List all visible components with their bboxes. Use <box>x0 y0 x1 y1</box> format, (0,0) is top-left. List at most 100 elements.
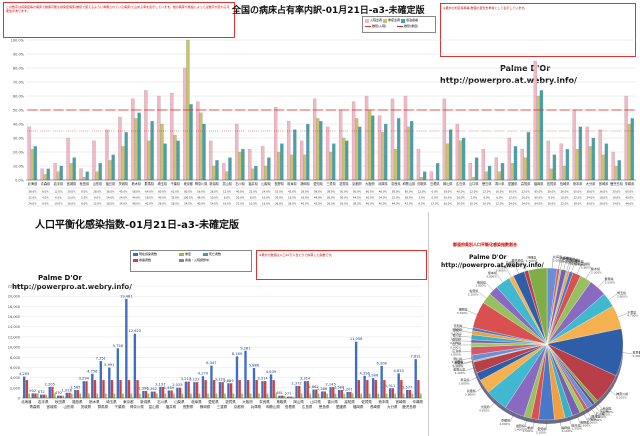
pie-slice-pct: 0.100% <box>452 363 463 367</box>
top-table-value: 10.0% <box>612 196 621 200</box>
index-bar-severe <box>130 393 133 398</box>
top-bar-0 <box>196 101 200 181</box>
index-value-label: 4,205 <box>19 372 29 376</box>
pie-leader-line <box>489 400 497 409</box>
index-ytick-label: 20,000 <box>8 295 20 299</box>
index-category-label: 福岡県 <box>353 404 364 409</box>
top-bar-1 <box>575 149 579 181</box>
top-bar-1 <box>199 112 203 181</box>
top-bar-2 <box>137 112 141 181</box>
top-bar-2 <box>474 157 479 181</box>
legend-swatch-rec-severe <box>397 26 403 27</box>
index-category-label: 奈良県 <box>259 399 270 404</box>
pie-slice-label: 大阪府 <box>481 404 490 409</box>
top-bar-1 <box>134 118 138 181</box>
index-bar-severe <box>198 393 201 398</box>
legend-label-severe: 重症患者 <box>388 18 401 22</box>
pie-slice-label: 北海道 <box>553 254 562 259</box>
index-bar-infected <box>99 361 102 398</box>
top-table-value: 60.0% <box>405 190 414 194</box>
top-url-label: http://powerpro.at.webry.info/ <box>440 76 577 85</box>
top-table-value: 26.0% <box>327 202 336 206</box>
top-table-value: 38.0% <box>327 190 336 194</box>
index-bar-infected <box>252 368 256 398</box>
index-bar-treated <box>76 390 80 398</box>
index-value-label: 11,056 <box>350 337 363 341</box>
top-bar-0 <box>390 98 395 181</box>
pie-slice-pct: 1.500% <box>572 427 583 431</box>
index-bar-infected <box>91 373 94 398</box>
index-bar-treated <box>221 382 224 398</box>
index-bar-treated <box>323 391 326 398</box>
index-bar-infected <box>142 390 145 398</box>
index-bar-severe <box>122 393 124 398</box>
index-bar-severe <box>326 393 328 398</box>
top-category-label: 長野県 <box>274 181 284 186</box>
index-bar-severe <box>292 396 294 398</box>
index-bar-severe <box>249 393 252 398</box>
top-table-value: 28.0% <box>548 190 557 194</box>
top-bar-0 <box>312 98 317 181</box>
top-bar-2 <box>215 160 219 181</box>
top-bar-1 <box>290 154 294 181</box>
top-table-value: 18.0% <box>548 202 557 206</box>
index-category-label: 愛媛県 <box>336 404 347 409</box>
top-bar-2 <box>189 104 193 181</box>
top-table-value: 30.0% <box>67 190 76 194</box>
pie-slice-pct: 2.000% <box>553 258 564 262</box>
top-bar-0 <box>598 129 602 181</box>
index-category-label: 新潟県 <box>140 399 151 404</box>
top-ytick-label: 20.0% <box>13 151 25 155</box>
pie-slice-label: 兵庫県 <box>467 388 476 393</box>
top-table-value: 18.0% <box>301 196 310 200</box>
top-bar-1 <box>108 160 112 181</box>
pie-slice-pct: 0.500% <box>560 259 571 263</box>
top-table-value: 22.0% <box>483 190 492 194</box>
index-bar-severe <box>283 395 286 398</box>
top-table-value: 54.0% <box>184 202 193 206</box>
pie-leader-line <box>496 274 503 283</box>
index-category-label: 和歌山県 <box>266 404 280 409</box>
top-bar-1 <box>406 126 411 181</box>
top-table-value: 44.0% <box>314 196 323 200</box>
index-bar-severe <box>147 393 150 398</box>
top-bar-0 <box>144 90 148 181</box>
index-bar-treated <box>85 381 88 398</box>
index-category-label: 青森県 <box>30 404 41 409</box>
index-value-label: 1,662 <box>308 385 318 389</box>
legend-label-rec-severe: 推奨(重症) <box>404 24 419 28</box>
top-table-value: 85.0% <box>535 190 544 194</box>
index-bar-infected <box>201 376 205 398</box>
top-bar-2 <box>591 137 596 181</box>
pie-slice-label: 愛媛県 <box>453 327 462 332</box>
pie-url-label: http://powerpro.at.webry.info/ <box>441 262 544 269</box>
top-table-value: 58.0% <box>314 190 323 194</box>
top-ytick-label: 100.0% <box>11 39 25 43</box>
top-table-value: 26.0% <box>560 190 569 194</box>
top-bar-1 <box>627 123 631 181</box>
top-table-value: 16.0% <box>496 190 505 194</box>
top-table-value: 22.0% <box>418 190 427 194</box>
legend-label-adjusting: 療養・入院調整中 <box>185 258 210 262</box>
index-bar-infected <box>329 387 332 398</box>
top-bar-2 <box>176 140 180 181</box>
pie-slice-label: 茨城県 <box>581 261 590 266</box>
index-bar-treated <box>212 380 216 398</box>
top-table-value: 20.0% <box>275 196 284 200</box>
top-table-value: 28.0% <box>301 190 310 194</box>
top-bar-2 <box>397 118 401 181</box>
top-table-value: 38.0% <box>573 202 582 206</box>
top-bar-0 <box>572 109 576 181</box>
index-category-label: 香川県 <box>327 399 338 404</box>
index-bar-infected <box>320 391 324 398</box>
index-value-label: 1,262 <box>147 387 157 391</box>
index-bar-treated <box>255 380 258 398</box>
top-table-value: 50.0% <box>366 196 375 200</box>
top-table-value: 10.0% <box>210 196 219 200</box>
pie-slice-label: 富山県 <box>600 408 609 413</box>
pie-leader-line <box>463 361 474 365</box>
top-bar-2 <box>228 157 232 181</box>
top-bar-1 <box>264 165 268 181</box>
top-table-value: 30.0% <box>509 190 518 194</box>
top-table-value: 40.0% <box>457 190 466 194</box>
